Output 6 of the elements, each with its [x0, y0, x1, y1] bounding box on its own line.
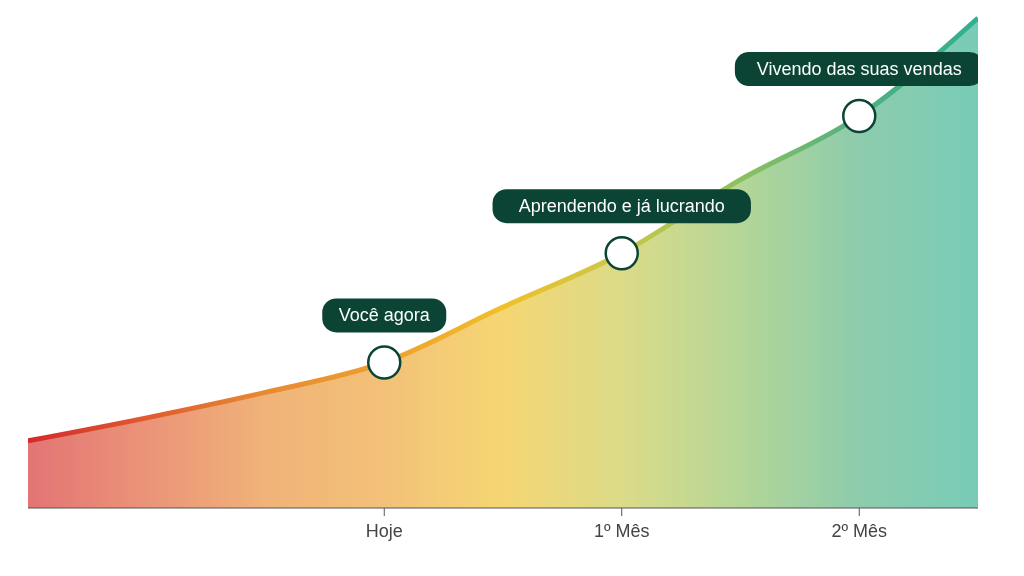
annotation: Vivendo das suas vendas — [756, 59, 962, 79]
x-tick-label: 1º Mês — [593, 520, 650, 541]
annotation: Aprendendo e já lucrando — [518, 196, 725, 217]
x-tick-label: Hoje — [365, 520, 403, 541]
annotation: Você agora — [338, 305, 431, 326]
x-tick-label: 2º Mês — [831, 520, 888, 541]
